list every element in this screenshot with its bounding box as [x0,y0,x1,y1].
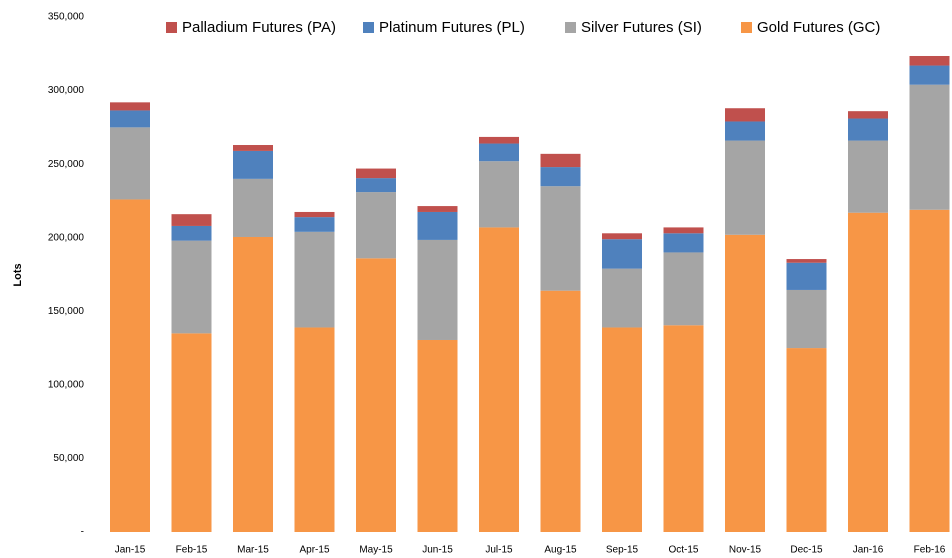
bar-segment [540,290,581,532]
bar-segment [663,233,704,253]
bar-segment [171,333,212,532]
bar-segment [663,227,704,234]
bar-segment [233,178,273,237]
bar-segment [356,168,396,179]
x-tick-label: Sep-15 [606,545,639,556]
bar-segment [356,192,396,259]
legend-swatch [741,22,752,33]
bar-segment [110,127,150,200]
bar-segment [417,239,458,340]
bar-segment [602,239,642,269]
bar-segment [233,145,273,151]
bar-segment [171,240,212,334]
bar-segment [786,348,827,532]
legend-swatch [363,22,374,33]
bar-segment [848,212,888,532]
y-tick-label: 250,000 [48,159,85,170]
bar-segment [417,339,458,532]
bar-segment [663,252,704,326]
bar-segment [479,136,519,144]
y-tick-label: - [81,527,84,538]
bar-segment [725,234,765,532]
bar-segment [602,268,642,328]
x-tick-label: Feb-15 [176,545,208,556]
x-tick-label: Jun-15 [422,545,453,556]
legend-swatch [565,22,576,33]
bar-segment [294,327,335,532]
x-tick-label: Apr-15 [299,545,329,556]
bar-segment [602,327,642,532]
bar-segment [848,111,888,119]
y-tick-label: 150,000 [48,306,85,317]
bar-segment [171,225,212,241]
x-tick-label: Oct-15 [668,545,698,556]
bar-segment [110,199,150,532]
bar-segment [848,140,888,213]
bar-segment [725,140,765,235]
bar-segment [909,209,950,532]
y-tick-label: 200,000 [48,232,85,243]
bar-segment [294,217,335,232]
bar-segment [356,178,396,193]
bar-segment [786,289,827,349]
x-tick-label: Jan-15 [115,545,146,556]
bar-segment [294,211,335,218]
bar-segment [909,84,950,210]
bar-segment [540,153,581,168]
bar-segment [110,102,150,111]
bar-segment [725,121,765,141]
bar-segment [725,108,765,122]
x-tick-label: Dec-15 [790,545,823,556]
bar-segment [540,186,581,291]
bar-segment [233,150,273,179]
legend-label: Gold Futures (GC) [757,19,880,36]
bar-segment [110,110,150,128]
bar-segment [479,227,519,532]
bar-segment [171,214,212,226]
legend-label: Palladium Futures (PA) [182,19,336,36]
bar-segment [479,161,519,228]
bar-segment [356,258,396,532]
x-tick-label: Jul-15 [485,545,513,556]
legend-swatch [166,22,177,33]
y-tick-label: 100,000 [48,379,85,390]
y-tick-label: 350,000 [48,12,85,23]
x-tick-label: Aug-15 [544,545,577,556]
x-tick-label: Jan-16 [853,545,884,556]
bar-segment [909,55,950,66]
x-tick-label: Feb-16 [914,545,946,556]
x-tick-label: Nov-15 [729,545,762,556]
bar-segment [294,231,335,328]
x-tick-label: Mar-15 [237,545,269,556]
bar-segment [602,233,642,240]
y-axis-label: Lots [12,263,24,286]
y-tick-label: 50,000 [53,453,84,464]
bar-segment [909,65,950,85]
bar-segment [786,259,827,263]
bar-segment [663,325,704,532]
legend-label: Silver Futures (SI) [581,19,702,36]
bar-segment [417,206,458,212]
y-tick-label: 300,000 [48,85,85,96]
bar-segment [479,143,519,162]
x-tick-label: May-15 [359,545,393,556]
bar-segment [417,211,458,240]
bar-segment [848,118,888,141]
bar-segment [786,262,827,290]
legend-label: Platinum Futures (PL) [379,19,525,36]
bar-segment [233,236,273,532]
bar-segment [540,167,581,187]
